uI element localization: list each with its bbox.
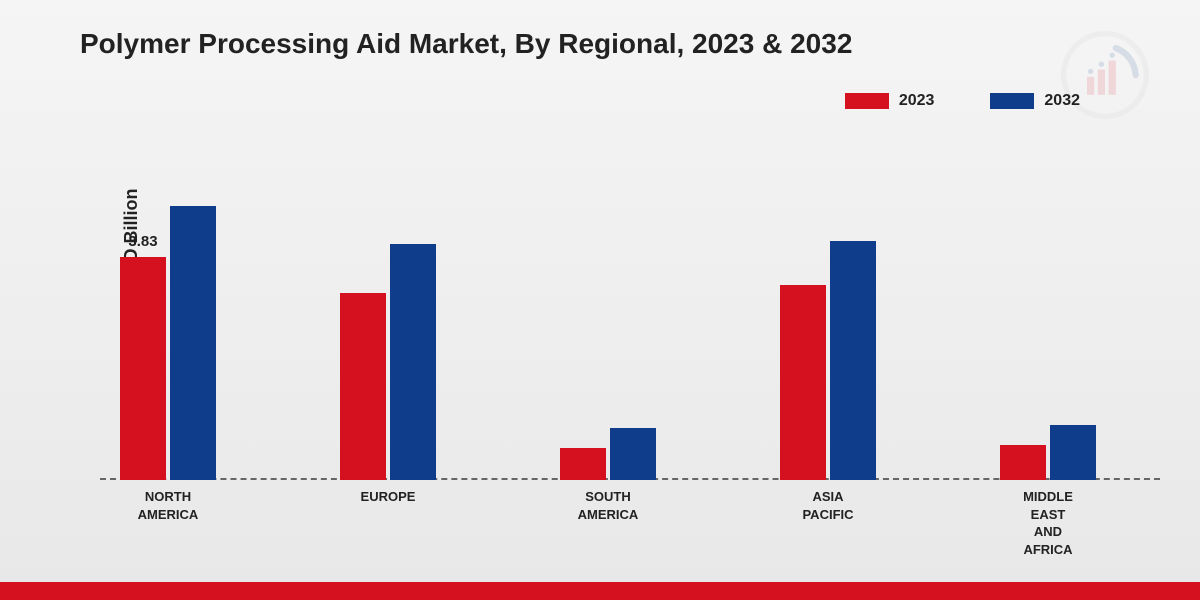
bar-mea-2023 [1000,445,1046,480]
legend-item-2023: 2023 [845,92,935,110]
legend-label: 2032 [1044,92,1080,110]
bar-ap-2023 [780,285,826,480]
chart-container: Polymer Processing Aid Market, By Region… [0,0,1200,600]
bar-group-na: 3.83 [120,206,216,480]
legend-label: 2023 [899,92,935,110]
legend-swatch [845,93,889,109]
bar-mea-2032 [1050,425,1096,480]
category-label-mea: MIDDLEEASTANDAFRICA [988,488,1108,558]
bar-eu-2032 [390,244,436,480]
legend-item-2032: 2032 [990,92,1080,110]
bar-ap-2032 [830,241,876,480]
bar-na-2032 [170,206,216,480]
value-label: 3.83 [128,233,157,250]
bottom-accent-bar [0,582,1200,600]
plot-area: 3.83NORTHAMERICAEUROPESOUTHAMERICAASIAPA… [100,130,1160,480]
bar-na-2023: 3.83 [120,257,166,480]
bar-group-mea [1000,425,1096,480]
bar-group-ap [780,241,876,480]
category-label-sa: SOUTHAMERICA [548,488,668,523]
bar-eu-2023 [340,293,386,480]
legend: 2023 2032 [845,92,1080,110]
legend-swatch [990,93,1034,109]
bar-sa-2023 [560,448,606,480]
category-label-ap: ASIAPACIFIC [768,488,888,523]
bar-sa-2032 [610,428,656,481]
category-label-eu: EUROPE [328,488,448,506]
category-label-na: NORTHAMERICA [108,488,228,523]
chart-title: Polymer Processing Aid Market, By Region… [80,28,852,60]
bar-group-sa [560,428,656,481]
bar-group-eu [340,244,436,480]
